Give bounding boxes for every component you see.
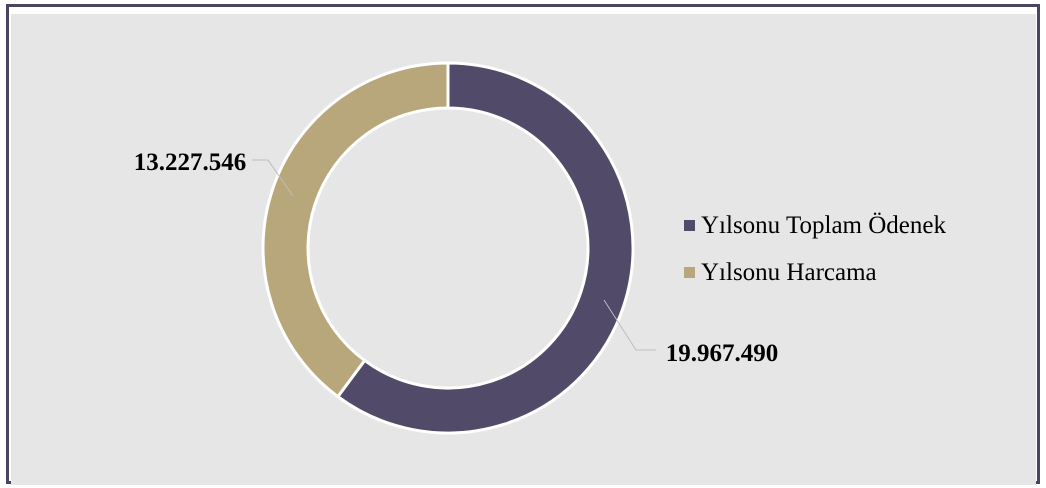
legend-swatch-harcama bbox=[684, 267, 695, 278]
donut-slices bbox=[261, 61, 635, 435]
leader-line-odenek bbox=[603, 299, 656, 351]
donut-slice-odenek bbox=[335, 61, 635, 435]
legend-item-harcama: Yılsonu Harcama bbox=[684, 249, 946, 296]
donut-slice-harcama bbox=[261, 61, 450, 399]
data-label-harcama: 13.227.546 bbox=[134, 149, 247, 176]
legend-label-odenek: Yılsonu Toplam Ödenek bbox=[701, 211, 946, 239]
leader-line-harcama bbox=[252, 159, 294, 197]
leader-lines bbox=[252, 159, 656, 351]
data-label-odenek: 19.967.490 bbox=[666, 340, 779, 367]
legend: Yılsonu Toplam Ödenek Yılsonu Harcama bbox=[684, 202, 946, 296]
legend-label-harcama: Yılsonu Harcama bbox=[701, 258, 877, 286]
legend-item-odenek: Yılsonu Toplam Ödenek bbox=[684, 202, 946, 249]
legend-swatch-odenek bbox=[684, 220, 695, 231]
